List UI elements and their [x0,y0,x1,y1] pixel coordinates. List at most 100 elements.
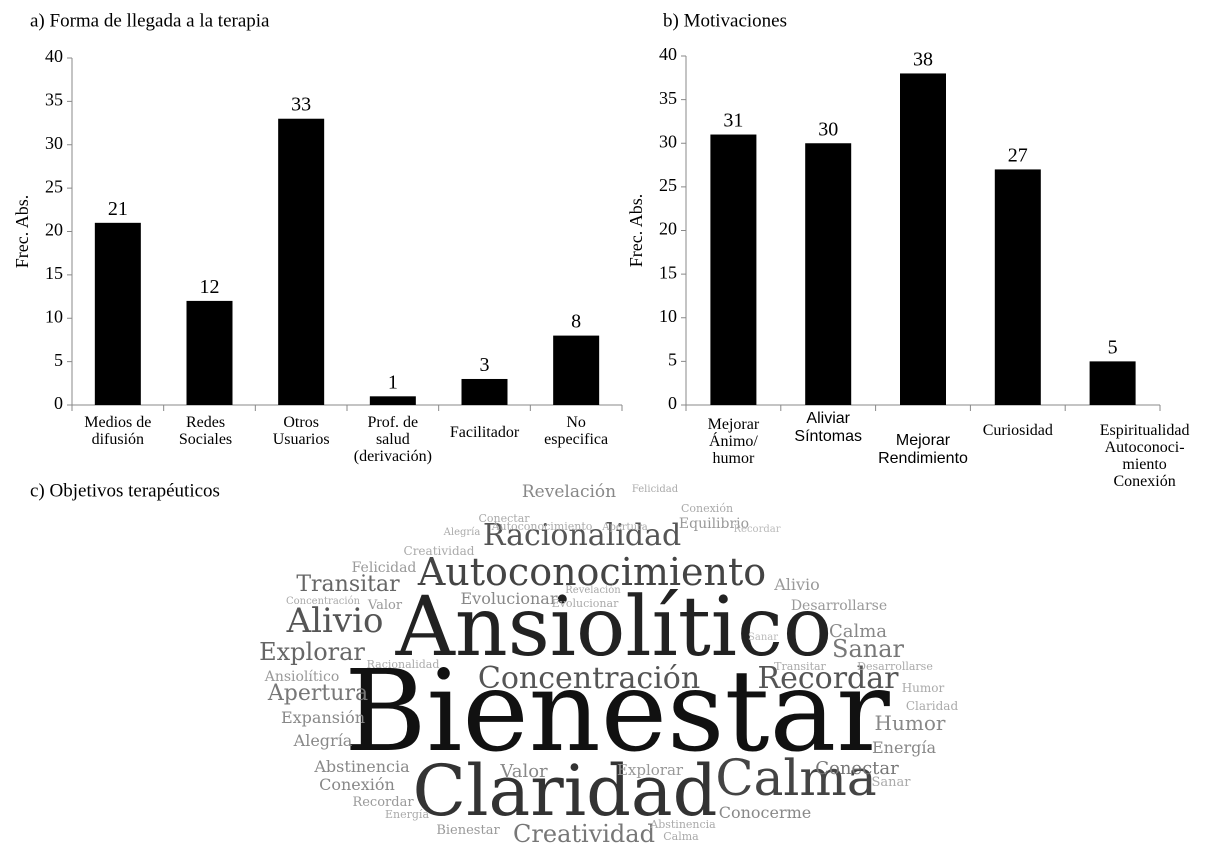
x-tick-label: Facilitador [449,424,520,441]
value-label: 38 [913,48,933,70]
cloud-word: Explorar [259,638,365,666]
cloud-word: Desarrollarse [857,660,933,673]
cloud-word: Conexión [681,502,733,515]
cloud-word: Creatividad [404,544,475,558]
bar [553,335,600,405]
x-tick-label: Espiritualidad Autoconoci- miento Conexi… [1099,422,1190,490]
cloud-word: Humor [875,711,946,735]
chart-title: b) Motivaciones [663,10,787,31]
bar [1089,361,1136,405]
value-label: 3 [480,354,490,376]
x-tick-label: Redes Sociales [178,414,233,448]
y-tick-label: 0 [54,393,63,413]
y-tick-label: 35 [45,90,63,110]
cloud-word: Calma [715,749,876,807]
bar [278,118,325,405]
cloud-word: Felicidad [352,560,417,576]
cloud-word: Alegría [443,527,481,538]
x-tick-label: Prof. de salud (derivación) [353,414,432,465]
cloud-word: Ansiolítico [395,580,833,675]
cloud-word: Calma [829,621,887,642]
cloud-word: Autoconocimiento [417,550,766,594]
cloud-word: Calma [663,830,699,843]
bar [994,169,1041,405]
y-tick-label: 25 [45,176,63,196]
y-axis-label: Frec. Abs. [12,195,32,269]
x-tick-label: Aliviar Síntomas [794,410,862,445]
value-label: 31 [723,110,743,132]
cloud-word: Conexión [319,775,395,794]
cloud-word: Apertura [601,522,648,533]
y-tick-label: 0 [668,393,677,413]
y-tick-label: 40 [659,44,677,64]
x-tick-label: Curiosidad [982,422,1053,439]
cloud-word: Valor [499,761,548,782]
y-tick-label: 20 [659,219,677,239]
value-label: 8 [571,311,581,333]
cloud-word: Expansión [281,708,365,727]
cloud-word: Evolucionar [552,597,619,610]
y-axis-label: Frec. Abs. [626,194,646,268]
cloud-word: Explorar [617,761,684,779]
x-tick-label: No especifica [544,414,609,448]
bar [369,396,416,405]
bar [461,378,508,405]
value-label: 33 [291,94,311,116]
cloud-word: Autoconocimiento [491,520,593,533]
cloud-word: Racionalidad [483,518,681,553]
cloud-word: Equilibrio [679,516,749,532]
cloud-word: Alegría [293,731,353,750]
cloud-word: Conectar [478,512,530,525]
y-tick-label: 25 [659,175,677,195]
x-tick-label: Mejorar Rendimiento [878,432,968,467]
chart-title: c) Objetivos terapéuticos [30,480,220,501]
cloud-word: Apertura [267,681,368,706]
y-tick-label: 30 [659,131,677,151]
cloud-word: Claridad [906,699,959,713]
cloud-word: Sanar [748,632,778,643]
value-label: 27 [1008,144,1028,166]
y-tick-label: 35 [659,88,677,108]
bar [186,300,233,405]
cloud-word: Conectar [815,758,899,779]
bar [900,73,946,405]
y-tick-label: 5 [668,350,677,370]
x-tick-label: Medios de difusión [84,414,152,448]
x-tick-label: Mejorar Ánimo/ humor [707,416,760,467]
cloud-word: Revelación [522,482,616,502]
y-tick-label: 15 [659,262,677,282]
value-label: 30 [818,118,838,140]
y-tick-label: 10 [659,306,677,326]
y-tick-label: 30 [45,133,63,153]
bar [710,134,757,405]
bar [94,222,141,405]
y-tick-label: 40 [45,46,63,66]
cloud-word: Concentración [478,661,700,696]
cloud-word: Sanar [832,635,905,663]
cloud-word: Sanar [872,775,912,790]
cloud-word: Energía [872,738,936,757]
cloud-word: Racionalidad [367,658,440,671]
cloud-word: Humor [902,681,945,695]
value-label: 12 [200,276,220,298]
cloud-word: Recordar [734,524,781,535]
cloud-word: Bienestar [344,647,890,777]
cloud-word: Creatividad [513,820,655,848]
chart-title: a) Forma de llegada a la terapia [30,10,270,31]
cloud-word: Transitar [296,572,400,597]
value-label: 1 [388,371,398,393]
bar [805,143,852,405]
cloud-word: Evolucionar [461,589,558,608]
cloud-word: Alivio [773,575,820,594]
cloud-word: Revelación [565,585,621,596]
cloud-word: Valor [367,598,403,613]
cloud-word: Recordar [758,661,900,696]
cloud-word: Ansiolítico [264,669,340,685]
value-label: 21 [108,198,128,220]
cloud-word: Concentración [286,596,361,607]
cloud-word: Recordar [352,795,414,810]
cloud-word: Claridad [413,750,718,832]
cloud-word: Abstinencia [313,757,410,776]
